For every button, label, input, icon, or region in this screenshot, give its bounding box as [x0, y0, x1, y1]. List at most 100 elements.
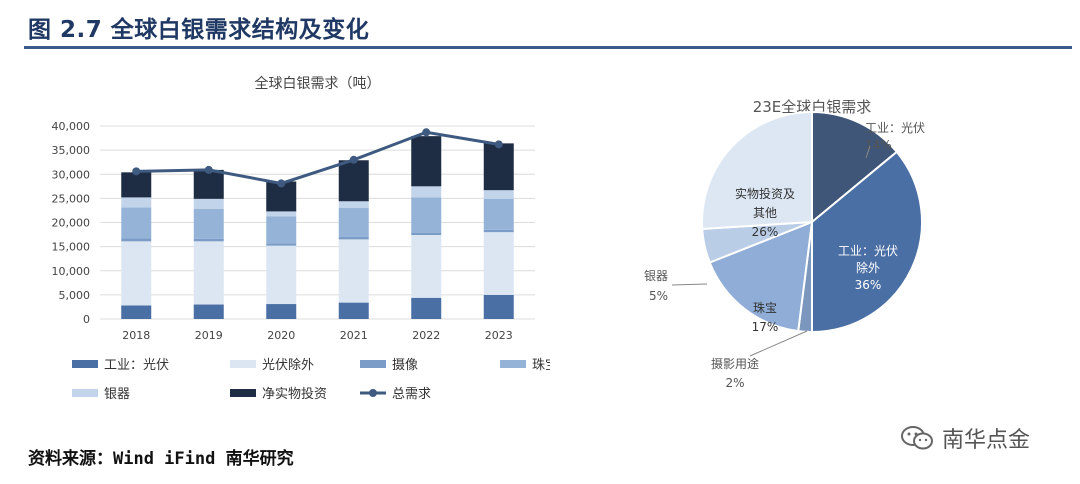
legend-label: 光伏除外	[262, 358, 314, 373]
bar-segment	[193, 304, 224, 319]
pie-slice	[708, 220, 814, 333]
legend-swatch	[72, 360, 98, 368]
total-demand-line	[136, 130, 499, 185]
bar-segment	[411, 235, 442, 298]
pie-label-photo: 2%	[725, 376, 744, 390]
x-tick-label: 2023	[485, 329, 513, 342]
pie-label-ind: 36%	[855, 278, 882, 292]
bar-segment	[483, 143, 514, 191]
x-tick-label: 2018	[122, 329, 150, 342]
y-tick-label: 0	[83, 313, 90, 326]
pie-label-pv: 工业：光伏	[865, 121, 925, 135]
pie-label-silverware: 5%	[649, 289, 668, 303]
legend-swatch	[72, 389, 98, 397]
legend-label: 总需求	[392, 387, 431, 402]
wechat-icon	[901, 426, 933, 450]
bar-segment	[338, 208, 369, 237]
bar-segment	[411, 136, 442, 187]
bar-segment	[338, 236, 369, 240]
watermark-text: 南华点金	[942, 428, 1031, 453]
pie-title: 23E全球白银需求	[753, 98, 872, 116]
bar-segment	[338, 239, 369, 303]
pie-label-invest: 实物投资及	[735, 186, 795, 201]
total-demand-point	[349, 155, 358, 164]
leader-line	[865, 145, 871, 159]
bar-segment	[193, 238, 224, 242]
pie-label-silverware: 银器	[644, 269, 668, 283]
watermark: 南华点金	[900, 422, 1030, 454]
bar-segment	[338, 160, 369, 202]
bar-segment	[338, 201, 369, 209]
legend-swatch	[500, 360, 526, 368]
source-note: 资料来源：Wind iFind 南华研究	[28, 449, 294, 469]
y-tick-label: 25,000	[52, 192, 91, 205]
bar-segment	[483, 190, 514, 199]
bar-segment	[483, 294, 514, 319]
bar-segment	[193, 208, 224, 239]
y-tick-label: 20,000	[52, 217, 91, 230]
y-tick-label: 5,000	[59, 289, 91, 302]
bar-segment	[121, 207, 152, 239]
legend-label: 珠宝	[532, 358, 550, 373]
pie-label-ind: 工业：光伏	[838, 244, 898, 258]
figure-title: 图 2.7 全球白银需求结构及变化	[28, 17, 370, 43]
bar-segment	[121, 238, 152, 242]
bar-segment	[266, 304, 297, 319]
legend-label: 净实物投资	[262, 386, 327, 402]
total-demand-point	[277, 179, 286, 188]
bar-segment	[193, 241, 224, 305]
y-tick-label: 35,000	[52, 144, 91, 157]
total-demand-point	[204, 165, 213, 174]
pie-label-invest: 其他	[753, 206, 777, 220]
bar-segment	[266, 216, 297, 244]
legend-label: 摄像	[392, 358, 418, 373]
bar-segment	[411, 297, 442, 319]
bar-segment	[121, 241, 152, 306]
total-demand-point	[494, 140, 503, 149]
y-tick-label: 15,000	[52, 241, 91, 254]
pie-label-photo: 摄影用途	[711, 356, 759, 371]
pie-slice	[811, 150, 923, 334]
x-tick-label: 2021	[340, 329, 368, 342]
y-tick-label: 40,000	[52, 120, 91, 133]
y-tick-label: 10,000	[52, 265, 91, 278]
leader-line	[749, 330, 808, 357]
legend-label: 银器	[104, 387, 130, 402]
total-demand-point	[132, 167, 141, 176]
pie-label-ind: 除外	[856, 260, 880, 275]
demand-stacked-bar-chart: 全球白银需求（吨） 0 5,000 10,000 15,000 20,000 25,000 3…	[52, 75, 551, 402]
bar-segment	[411, 197, 442, 233]
legend-swatch	[230, 360, 256, 368]
chart-title: 全球白银需求（吨）	[255, 75, 381, 92]
bar-segment	[121, 197, 152, 208]
pie-label-invest: 26%	[752, 225, 779, 239]
legend-label: 工业：光伏	[104, 358, 169, 373]
bar-segment	[266, 243, 297, 246]
legend-swatch	[360, 360, 386, 368]
title-rule	[24, 46, 1072, 49]
bar-segment	[338, 302, 369, 319]
bar-segment	[411, 232, 442, 236]
y-tick-label: 30,000	[52, 168, 91, 181]
bar-segment	[483, 229, 514, 233]
bar-segment	[266, 245, 297, 305]
legend-swatch	[230, 389, 256, 397]
bar-segment	[483, 232, 514, 295]
bar-segment	[121, 305, 152, 319]
x-tick-label: 2020	[267, 329, 295, 342]
total-demand-point	[422, 128, 431, 137]
bar-segment	[411, 186, 442, 198]
pie-label-pv: 14%	[865, 138, 892, 152]
pie-label-jewel: 珠宝	[753, 301, 777, 315]
bar-segment	[193, 198, 224, 209]
x-tick-label: 2022	[412, 329, 440, 342]
leader-line	[671, 283, 708, 286]
pie-slice	[701, 110, 813, 230]
x-tick-label: 2019	[195, 329, 223, 342]
bar-segment	[483, 198, 514, 230]
bar-segment	[121, 172, 152, 198]
pie-slice	[811, 110, 899, 225]
bar-segment	[193, 169, 224, 199]
pie-label-jewel: 17%	[752, 320, 779, 334]
